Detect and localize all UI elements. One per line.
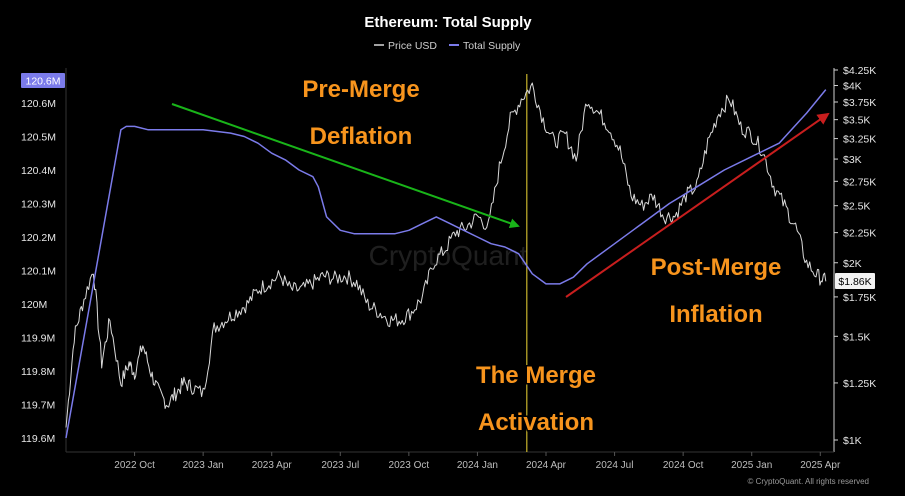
right-axis-ticks: $1K $1.25K $1.5K $1.75K $2K $2.25K $2.5K $2.75K… — [834, 65, 876, 447]
x-tick-label: 2023 Jul — [321, 460, 359, 471]
x-tick-label: 2025 Jan — [731, 460, 772, 471]
right-tick-label: $1.25K — [843, 378, 876, 390]
left-tick-label: 120.4M — [21, 165, 56, 177]
left-tick-label: 119.7M — [21, 400, 55, 412]
copyright-text: © CryptoQuant. All rights reserved — [748, 477, 870, 486]
right-tick-label: $2K — [843, 258, 862, 270]
right-tick-label: $3.5K — [843, 115, 870, 127]
left-tick-label: 119.6M — [21, 433, 55, 445]
annotation-post-merge: Post-Merge — [651, 254, 782, 281]
left-tick-label: 120M — [21, 299, 47, 311]
left-tick-label: 119.9M — [21, 333, 55, 345]
left-axis-ticks: 119.6M 119.7M 119.8M 119.9M 120M 120.1M 120.2M… — [21, 98, 56, 445]
x-tick-label: 2022 Oct — [114, 460, 155, 471]
annotation-activation: Activation — [478, 409, 594, 436]
annotation-the-merge: The Merge — [476, 362, 596, 389]
x-tick-label: 2024 Jul — [596, 460, 634, 471]
left-tick-label: 120.1M — [21, 266, 56, 278]
x-tick-label: 2024 Jan — [457, 460, 498, 471]
left-tick-label: 120.6M — [21, 98, 56, 110]
left-tick-label: 120.5M — [21, 132, 56, 144]
right-tick-label: $3K — [843, 154, 862, 166]
legend-supply-label[interactable]: Total Supply — [463, 40, 521, 52]
x-tick-label: 2023 Jan — [183, 460, 224, 471]
right-tick-label: $4K — [843, 81, 862, 93]
post-merge-arrow — [565, 112, 830, 298]
x-tick-label: 2024 Apr — [526, 460, 567, 471]
x-tick-label: 2023 Apr — [252, 460, 293, 471]
x-tick-label: 2025 Apr — [800, 460, 841, 471]
annotation-deflation: Deflation — [310, 123, 413, 150]
right-tick-label: $4.25K — [843, 65, 876, 77]
right-tick-label: $2.5K — [843, 201, 870, 213]
right-tick-label: $2.25K — [843, 228, 876, 240]
chart-title: Ethereum: Total Supply — [364, 14, 532, 31]
x-tick-label: 2024 Oct — [663, 460, 704, 471]
x-tick-label: 2023 Oct — [389, 460, 430, 471]
price-current-badge-label: $1.86K — [838, 276, 871, 288]
legend-price-label[interactable]: Price USD — [388, 40, 437, 52]
right-tick-label: $2.75K — [843, 176, 876, 188]
series-line-price-usd — [65, 82, 827, 428]
x-axis-ticks: 2022 Oct 2023 Jan 2023 Apr 2023 Jul 2023 Oct… — [114, 452, 841, 471]
right-tick-label: $1.75K — [843, 292, 876, 304]
price-current-badge — [835, 273, 875, 289]
right-tick-label: $3.25K — [843, 134, 876, 146]
series-line-total-supply — [65, 89, 827, 439]
pre-merge-arrow — [171, 103, 520, 229]
supply-current-badge — [21, 73, 65, 88]
supply-current-badge-label: 120.6M — [25, 76, 60, 88]
right-tick-label: $1K — [843, 435, 862, 447]
annotation-inflation: Inflation — [669, 301, 762, 328]
right-tick-label: $3.75K — [843, 97, 876, 109]
annotation-pre-merge: Pre-Merge — [302, 76, 419, 103]
right-tick-label: $1.5K — [843, 331, 870, 343]
left-tick-label: 119.8M — [21, 366, 55, 378]
left-tick-label: 120.2M — [21, 232, 56, 244]
left-tick-label: 120.3M — [21, 199, 56, 211]
